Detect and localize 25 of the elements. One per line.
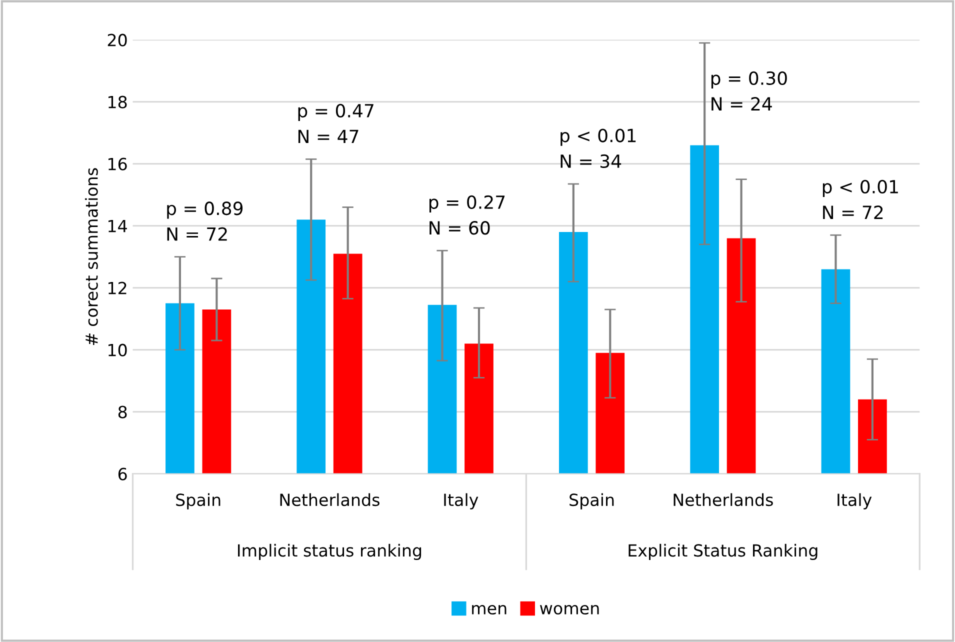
x-tick-label: Italy [444,493,478,510]
x-tick-label: Spain [570,493,614,510]
annotation: p < 0.01 N = 34 [560,128,636,168]
legend-label: men [472,604,506,615]
text: Explicit Status Ranking [628,544,818,560]
y-tick-label: 18 [108,96,127,108]
y-tick-label: 10 [108,344,127,356]
y-axis-title: # corect summations [84,168,98,345]
x-tick-label: Italy [838,493,872,510]
text: Implicit status ranking [238,544,422,560]
y-tick-label: 14 [108,220,127,232]
y-tick-label: 16 [108,158,127,170]
x-tick-label: Netherlands [674,493,773,506]
y-tick-label: 8 [118,406,127,418]
y-tick-label: 12 [108,282,126,294]
annotation: p < 0.01 N = 72 [822,180,898,219]
annotation: p = 0.89 N = 72 [167,202,243,241]
annotation: p = 0.30 N = 24 [711,71,787,110]
x-tick-label: Netherlands [280,493,380,506]
y-tick-label: 6 [118,468,127,480]
y-tick-label: 20 [108,34,127,46]
annotation: p = 0.47 N = 47 [298,104,374,143]
legend-label: women [540,604,599,615]
annotation: p = 0.27 N = 60 [429,195,505,235]
x-tick-label: Spain [176,493,220,510]
